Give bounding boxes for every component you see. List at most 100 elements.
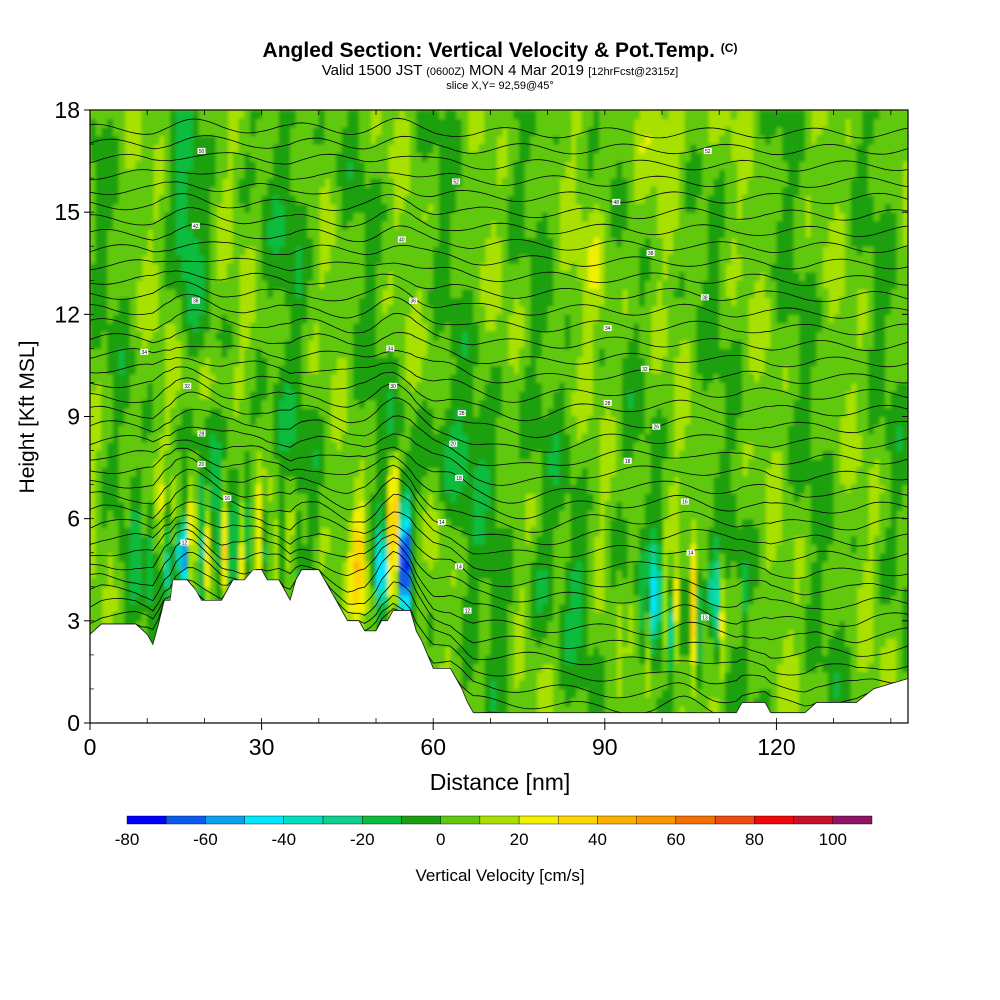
y-tick-label: 0 [67, 710, 80, 736]
terrain-shape [90, 569, 908, 723]
colorbar-swatch [205, 815, 245, 825]
contour-label: 52 [703, 147, 712, 155]
contour-label: 52 [452, 178, 461, 186]
contour-label: 38 [191, 297, 200, 305]
y-tick-label: 9 [67, 404, 80, 430]
colorbar-swatch [362, 815, 402, 825]
colorbar-swatch [754, 815, 794, 825]
colorbar-swatch [558, 815, 598, 825]
contour-label: 38 [700, 294, 709, 301]
y-tick-label: 12 [54, 301, 80, 327]
svg-text:20: 20 [199, 462, 205, 468]
contour-label: 13 [700, 614, 709, 621]
x-tick-label: 30 [249, 734, 275, 760]
contour-label: 14 [437, 519, 446, 526]
theta-contour [90, 408, 908, 466]
svg-text:12: 12 [182, 541, 188, 547]
theta-contour [90, 366, 908, 422]
contour-label: 14 [686, 549, 695, 557]
x-axis-label: Distance [nm] [430, 769, 571, 795]
colorbar-swatch [597, 815, 637, 825]
svg-text:52: 52 [453, 180, 459, 186]
colorbar-tick-label: 0 [436, 830, 445, 849]
contour-label: 20 [197, 461, 206, 468]
theta-contour [90, 270, 908, 303]
x-tick-label: 120 [757, 734, 795, 760]
theta-contour [90, 522, 908, 610]
svg-text:14: 14 [688, 551, 694, 557]
colorbar-swatch [401, 815, 441, 825]
svg-text:20: 20 [450, 442, 456, 448]
colorbar-swatch [126, 815, 167, 825]
svg-text:34: 34 [142, 350, 148, 356]
colorbar-tick-label: 100 [819, 830, 847, 849]
svg-text:38: 38 [648, 251, 654, 257]
theta-contour [90, 327, 908, 368]
svg-text:36: 36 [410, 299, 416, 305]
theta-contour [90, 426, 908, 486]
theta-contour [90, 514, 908, 596]
colorbar-swatch [479, 815, 520, 825]
colorbar-swatch [322, 815, 363, 825]
svg-text:28: 28 [605, 401, 611, 407]
theta-contour [90, 468, 908, 547]
colorbar-swatch [715, 815, 755, 825]
theta-contour [90, 241, 908, 270]
contour-label: 34 [603, 325, 612, 332]
contour-label: 20 [449, 440, 458, 448]
contour-label: 28 [457, 410, 466, 417]
theta-contour [90, 377, 908, 438]
contour-label: 42 [191, 222, 200, 230]
svg-text:16: 16 [225, 496, 231, 502]
y-tick-label: 15 [54, 199, 80, 225]
theta-contour [90, 257, 908, 287]
svg-text:16: 16 [682, 500, 688, 506]
contour-labels: 50 52 52 48 42 40 38 38 36 38 34 34 34 32 32 30 28 28 28 26… [140, 147, 712, 621]
y-tick-label: 6 [67, 506, 80, 532]
theta-contour [90, 207, 908, 238]
y-tick-label: 18 [54, 97, 80, 123]
contour-label: 34 [140, 348, 149, 356]
svg-text:52: 52 [705, 149, 711, 155]
svg-text:14: 14 [439, 520, 445, 526]
colorbar-swatch [244, 815, 285, 825]
colorbar-tick-label: -80 [115, 830, 140, 849]
svg-text:38: 38 [193, 299, 199, 305]
svg-text:50: 50 [199, 149, 205, 155]
title-unit: (C) [720, 41, 738, 55]
colorbar-label: Vertical Velocity [cm/s] [415, 866, 584, 885]
colorbar: -80 -60 -40 -20 0 20 40 60 80 100 [115, 815, 873, 849]
colorbar-tick-label: -20 [350, 830, 375, 849]
theta-contour [90, 117, 908, 139]
colorbar-swatch [283, 815, 324, 825]
theta-contour [90, 456, 908, 533]
theta-contour [90, 281, 908, 319]
svg-text:18: 18 [625, 459, 631, 465]
contour-label: 28 [197, 430, 206, 438]
contour-label: 26 [652, 423, 661, 431]
svg-text:14: 14 [456, 564, 462, 570]
svg-text:34: 34 [388, 346, 394, 352]
contour-label: 32 [640, 365, 649, 373]
contour-label: 36 [409, 297, 418, 305]
colorbar-swatch [518, 815, 559, 825]
theta-contour [90, 152, 908, 172]
colorbar-swatch [675, 815, 716, 825]
theta-contour [90, 181, 908, 205]
theta-contour [90, 552, 908, 659]
x-tick-label: 90 [592, 734, 618, 760]
contour-label: 30 [389, 382, 398, 390]
theta-contour [90, 501, 908, 579]
contour-label: 38 [646, 250, 655, 257]
contour-label: 50 [197, 147, 206, 155]
theta-contour [90, 168, 908, 188]
contour-label: 16 [223, 495, 232, 502]
terrain-mask [90, 569, 908, 723]
svg-text:28: 28 [459, 411, 465, 417]
x-tick-label: 0 [84, 734, 97, 760]
theta-contour [90, 447, 908, 520]
theta-contour [90, 345, 908, 385]
colorbar-tick-label: -60 [193, 830, 218, 849]
